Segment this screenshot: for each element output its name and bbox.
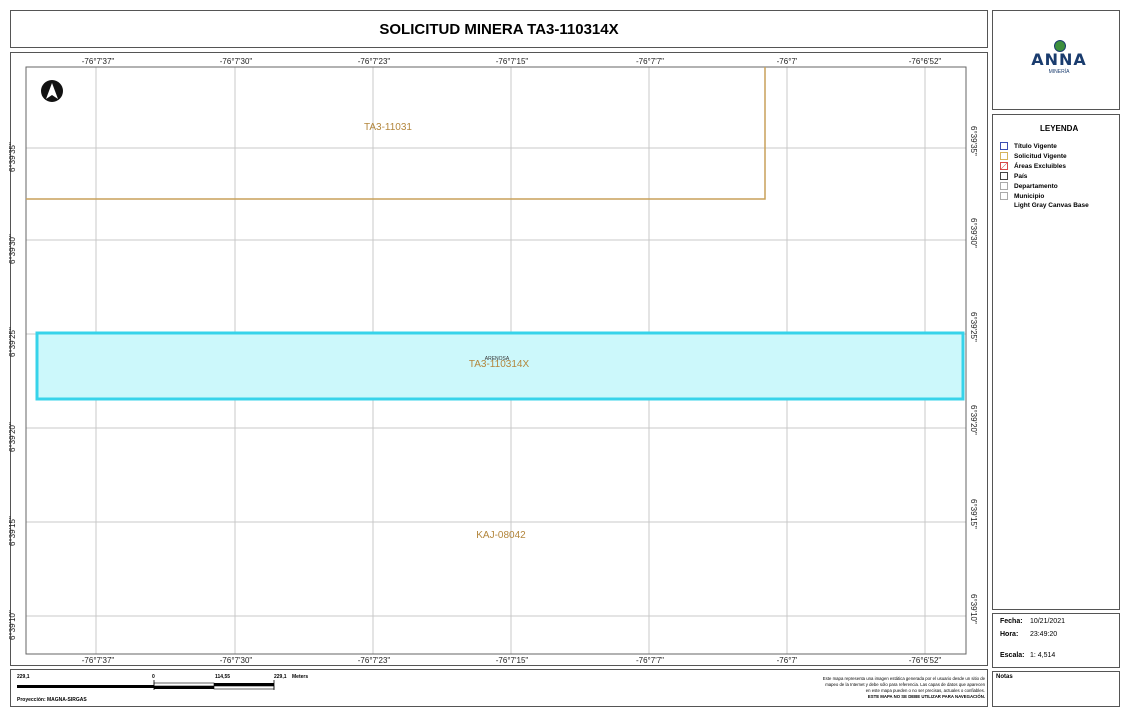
top-tick: -76°7'23" <box>357 57 391 66</box>
scale-bar-label: 229,1 <box>274 674 287 680</box>
scale-bar-panel <box>10 669 988 707</box>
legend-label: Título Vigente <box>1014 142 1057 150</box>
right-tick: 6°39'35" <box>969 126 978 156</box>
label-arenosa: ARENOSA <box>484 356 510 362</box>
label-ta3-110314x[interactable]: TA3-110314X <box>468 359 530 370</box>
label-kaj-08042[interactable]: KAJ-08042 <box>476 530 526 541</box>
right-tick: 6°39'15" <box>969 499 978 529</box>
legend-item: País <box>1000 172 1027 180</box>
scale-panel <box>992 646 1120 668</box>
date-label: Fecha: <box>1000 618 1023 625</box>
map-inner-frame <box>25 66 967 655</box>
legend-label: Departamento <box>1014 182 1058 190</box>
logo-panel <box>992 10 1120 110</box>
right-tick: 6°39'25" <box>969 312 978 342</box>
top-tick: -76°6'52" <box>908 57 942 66</box>
legend-item: Municipio <box>1000 192 1044 200</box>
top-tick: -76°7'37" <box>81 57 115 66</box>
disclaimer-line: Este mapa representa una imagen estática… <box>822 676 985 681</box>
top-tick: -76°7' <box>776 57 798 66</box>
legend-label: Municipio <box>1014 192 1045 200</box>
legend-title: LEYENDA <box>1040 124 1079 133</box>
disclaimer-line: en este mapa pueden o no ser precisas, a… <box>865 688 985 693</box>
scale-bar-label: 114,55 <box>215 674 231 680</box>
top-tick: -76°7'30" <box>219 57 253 66</box>
top-tick: -76°7'7" <box>635 57 665 66</box>
top-tick: -76°7'15" <box>495 57 529 66</box>
scale-bar-label: 0 <box>152 674 155 680</box>
legend-item: Título Vigente <box>1000 142 1057 150</box>
logo-subtext: MINERÍA <box>1048 69 1070 75</box>
legend-label: País <box>1014 172 1028 180</box>
legend-swatch <box>1000 172 1008 180</box>
legend-label: Solicitud Vigente <box>1014 152 1067 160</box>
anna-mineria-logo: ANNA MINERÍA <box>1030 40 1088 80</box>
logo-globe-icon <box>1054 40 1066 52</box>
title-box: SOLICITUD MINERA TA3-110314X <box>10 10 988 48</box>
scale-value: 1: 4,514 <box>1029 652 1056 659</box>
map-title: SOLICITUD MINERA TA3-110314X <box>379 20 619 38</box>
north-arrow-icon <box>41 80 63 102</box>
label-ta3-11031[interactable]: TA3-11031 <box>364 122 412 133</box>
legend-item: Áreas Excluibles <box>1000 162 1066 170</box>
legend-item: Light Gray Canvas Base <box>1000 202 1089 209</box>
legend-swatch <box>1000 142 1008 150</box>
legend-swatch <box>1000 182 1008 190</box>
bottom-tick: -76°7'7" <box>635 656 665 665</box>
bottom-tick: -76°7'37" <box>81 656 115 665</box>
scale-label: Escala: <box>1000 652 1025 659</box>
legend-panel <box>992 114 1120 610</box>
scale-bar-label: 229,1 <box>17 674 30 680</box>
polygon-ta3-110314x[interactable] <box>35 331 965 401</box>
bottom-tick: -76°7'15" <box>495 656 529 665</box>
legend-label: Light Gray Canvas Base <box>1014 202 1089 209</box>
right-tick: 6°39'30" <box>969 218 978 248</box>
disclaimer-line: mapeo de la Internet y debe sólo para re… <box>825 682 985 687</box>
projection-label: Proyección: MAGNA-SIRGAS <box>17 697 87 703</box>
legend-swatch <box>1000 152 1008 160</box>
scale-line: Escala: 1: 4,514 <box>1000 652 1055 659</box>
scale-bar-label: Meters <box>292 674 309 680</box>
polygon-ta3-11031[interactable] <box>26 67 766 200</box>
legend-item: Solicitud Vigente <box>1000 152 1067 160</box>
legend-label: Áreas Excluibles <box>1014 162 1067 170</box>
legend-item: Departamento <box>1000 182 1058 190</box>
time-line: Hora: 23:49:20 <box>1000 631 1057 638</box>
notes-panel <box>992 671 1120 707</box>
bottom-tick: -76°7'23" <box>357 656 391 665</box>
logo-text: ANNA <box>1031 50 1087 69</box>
disclaimer-line: ESTE MAPA NO SE DEBE UTILIZAR PARA NAVEG… <box>867 694 985 699</box>
legend-swatch <box>1000 192 1008 200</box>
right-tick: 6°39'20" <box>969 405 978 435</box>
bottom-tick: -76°7' <box>776 656 798 665</box>
bottom-tick: -76°7'30" <box>219 656 253 665</box>
bottom-tick: -76°6'52" <box>908 656 942 665</box>
date-value: 10/21/2021 <box>1029 618 1065 625</box>
time-label: Hora: <box>1000 631 1019 638</box>
scale-bar <box>17 680 275 690</box>
date-line: Fecha: 10/21/2021 <box>1000 618 1065 625</box>
legend-swatch <box>1000 162 1008 170</box>
notes-label: Notas <box>996 674 1013 680</box>
right-tick: 6°39'10" <box>969 594 978 624</box>
time-value: 23:49:20 <box>1029 631 1058 638</box>
disclaimer-text: Este mapa representa una imagen estática… <box>740 676 985 700</box>
